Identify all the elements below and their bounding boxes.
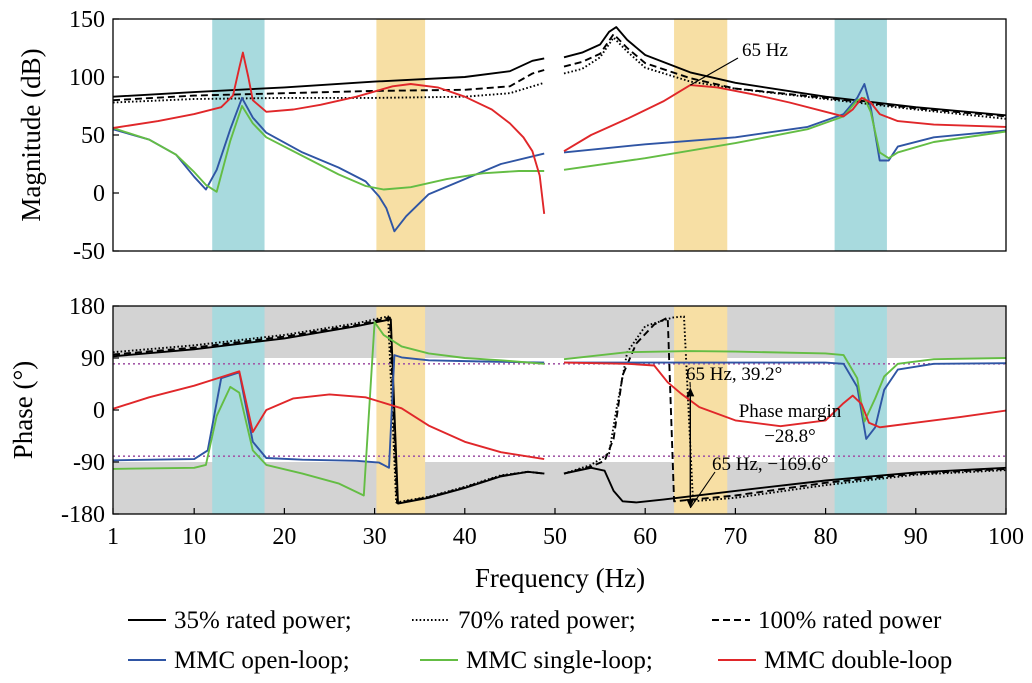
- x-axis-label: Frequency (Hz): [475, 563, 645, 593]
- legend-label: MMC open-loop;: [174, 647, 350, 674]
- x-tick-label: 90: [904, 524, 928, 550]
- series-line-0-0: [113, 57, 545, 98]
- series-line-3-1: [564, 361, 1006, 440]
- magnitude-plot: 150 100 50 0 -50 65 Hz Magnitude (dB): [16, 7, 1007, 265]
- annotation-65hz: 65 Hz: [742, 40, 788, 61]
- frequency-band-0: [212, 19, 265, 251]
- frequency-band-2: [674, 306, 728, 514]
- series-line-4-1: [563, 350, 1006, 423]
- y-tick-label: 150: [69, 7, 105, 33]
- annotation-phase-margin-value: −28.8°: [764, 426, 816, 447]
- series-line-3-1: [563, 83, 1006, 162]
- phase-margin-arrowhead-bottom: [686, 498, 695, 508]
- series-line-5-1: [563, 84, 1006, 153]
- magnitude-annotations: 65 Hz: [689, 40, 788, 86]
- phase-margin-arrowhead-top: [686, 387, 695, 397]
- annotation-leader-169: [689, 471, 716, 509]
- x-tick-label: 60: [633, 524, 657, 550]
- y-tick-label: 90: [81, 346, 105, 372]
- phase-y-axis-label: Phase (°): [8, 361, 38, 460]
- frequency-band-1: [376, 19, 426, 251]
- series-line-0-1: [563, 466, 1006, 504]
- series-line-0-1: [563, 26, 1006, 117]
- series-line-3-0: [113, 96, 545, 233]
- legend-label: 35% rated power;: [174, 607, 352, 634]
- legend-label: 70% rated power;: [458, 607, 636, 634]
- frequency-band-2: [674, 19, 728, 251]
- phase-annotations: 65 Hz, 39.2° Phase margin −28.8° 65 Hz, −16…: [686, 364, 842, 509]
- series-line-4-0: [113, 105, 545, 193]
- x-tick-label: 100: [988, 524, 1024, 550]
- y-tick-label: 180: [69, 294, 105, 320]
- y-tick-label: 0: [93, 398, 105, 424]
- annotation-phase-margin: Phase margin: [739, 401, 842, 422]
- series-line-2-0: [113, 316, 545, 504]
- magnitude-y-ticks: 150 100 50 0 -50: [69, 7, 119, 265]
- x-tick-label: 20: [272, 524, 296, 550]
- x-tick-label: 80: [814, 524, 838, 550]
- legend-label: MMC single-loop;: [466, 647, 653, 674]
- series-line-4-1: [563, 96, 1006, 171]
- annotation-65hz-169: 65 Hz, −169.6°: [712, 454, 828, 475]
- series-line-1-1: [563, 315, 1006, 503]
- x-tick-label: 40: [453, 524, 477, 550]
- x-tick-label: 70: [723, 524, 747, 550]
- series-line-5-1: [563, 361, 1006, 429]
- phase-x-ticks: 1 10 20 30 40 50 60 70 80 90 100: [107, 508, 1024, 550]
- x-tick-label: 30: [363, 524, 387, 550]
- annotation-leader-65hz: [689, 57, 739, 86]
- y-tick-label: 50: [81, 123, 105, 149]
- legend-label: 100% rated power: [758, 607, 942, 634]
- phase-reference-lines: [113, 362, 1006, 458]
- series-line-1-0: [113, 81, 545, 104]
- series-line-1-1: [563, 36, 1006, 120]
- series-line-2-0: [113, 69, 545, 102]
- y-tick-label: 100: [69, 65, 105, 91]
- phase-plot: 180 90 0 -90 -180 1 10 20 30 40 50 60 70 80 90 100 65 …: [8, 294, 1024, 593]
- phase-series-lines: [113, 315, 1006, 505]
- magnitude-y-axis-label: Magnitude (dB): [16, 48, 46, 221]
- legend: 35% rated power; 70% rated power; 100% rat…: [128, 607, 952, 674]
- series-line-5-0: [113, 51, 546, 215]
- series-line-5-0: [113, 370, 545, 461]
- magnitude-frequency-bands: [212, 19, 887, 251]
- frequency-band-3: [834, 19, 887, 251]
- y-tick-label: -180: [61, 502, 105, 528]
- series-line-4-0: [113, 321, 545, 497]
- series-line-3-0: [113, 354, 545, 469]
- y-tick-label: -90: [73, 450, 105, 476]
- x-tick-label: 1: [107, 524, 119, 550]
- phase-y-ticks: 180 90 0 -90 -180: [61, 294, 119, 528]
- annotation-65hz-39: 65 Hz, 39.2°: [686, 364, 782, 385]
- y-tick-label: -50: [73, 239, 105, 265]
- x-tick-label: 10: [182, 524, 206, 550]
- legend-label: MMC double-loop: [764, 647, 952, 674]
- x-tick-label: 50: [543, 524, 567, 550]
- frequency-band-1: [376, 306, 426, 514]
- magnitude-series-lines: [113, 26, 1006, 233]
- series-line-2-1: [563, 316, 1006, 503]
- y-tick-label: 0: [93, 181, 105, 207]
